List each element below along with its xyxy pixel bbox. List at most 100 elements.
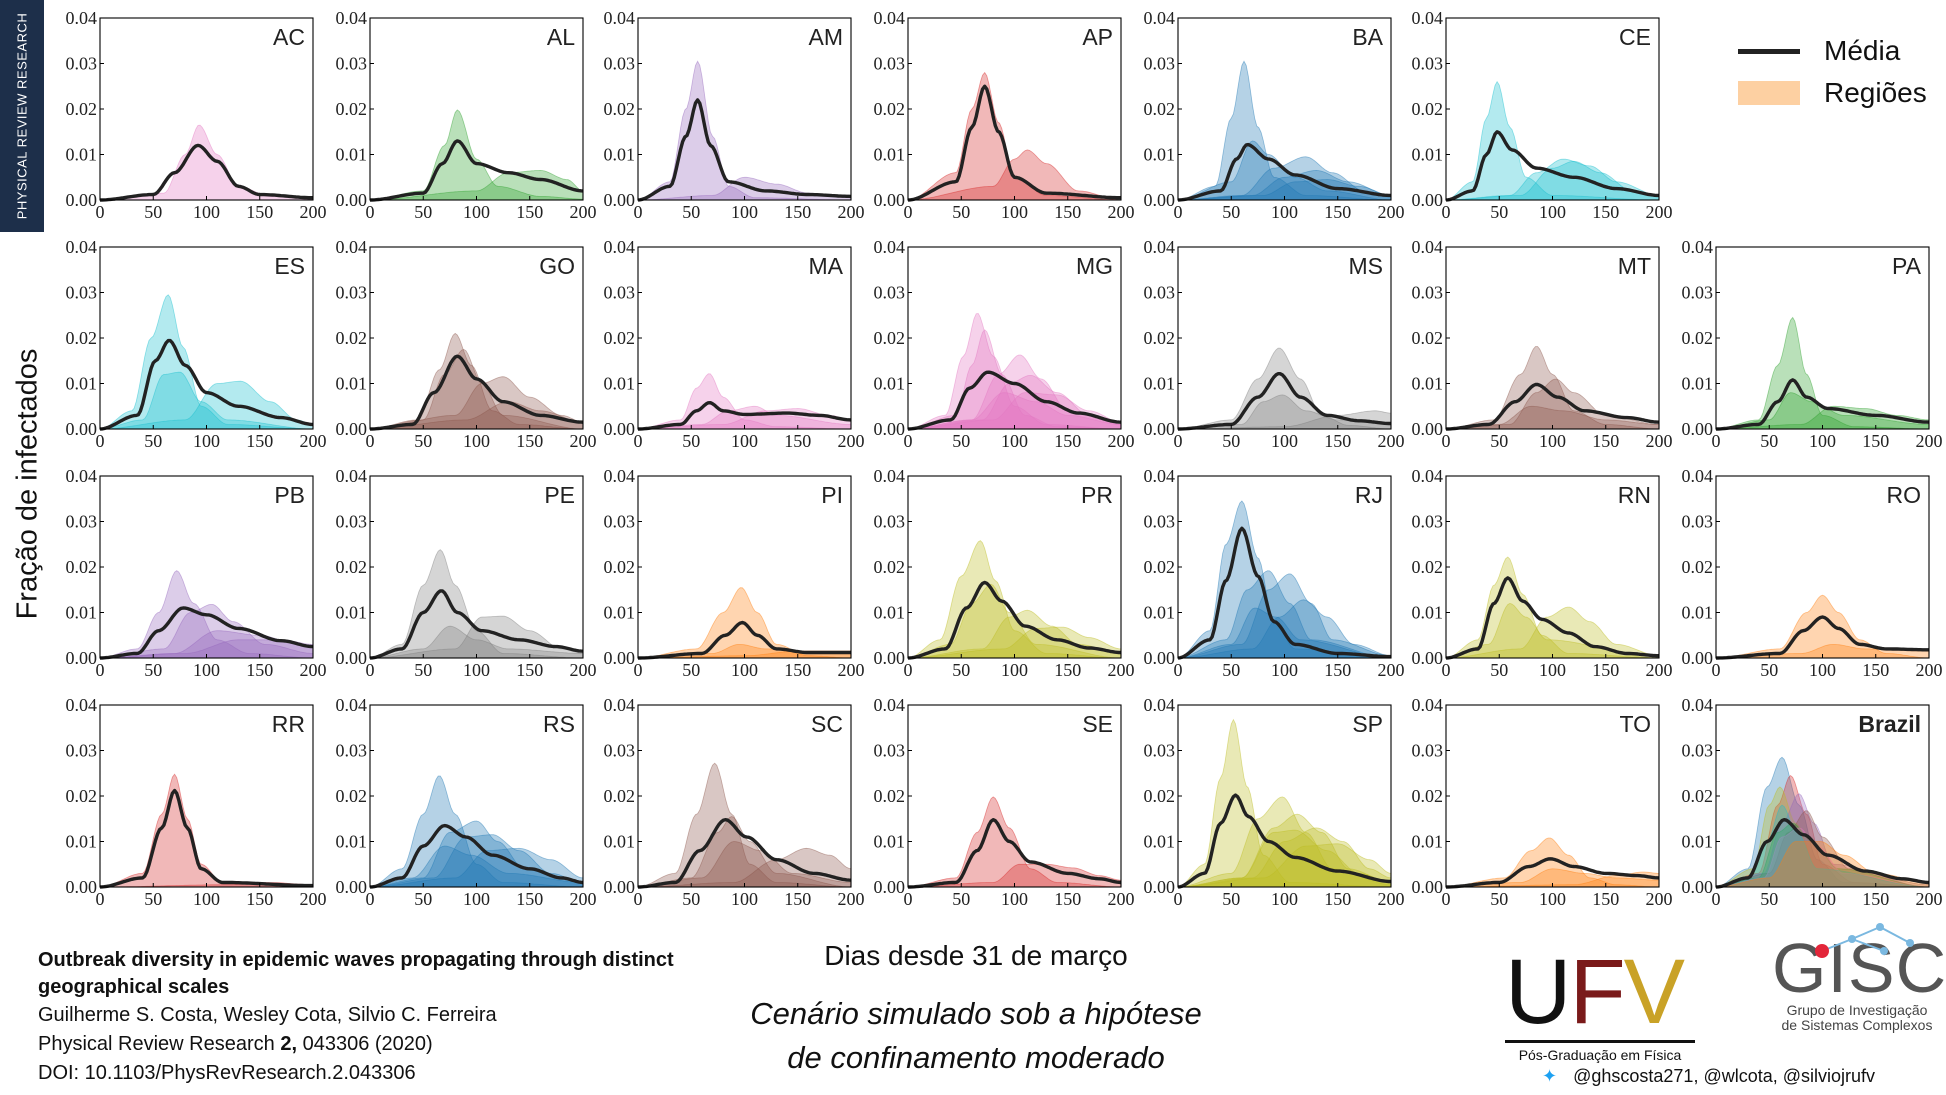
panel-title-PI: PI [821,482,843,508]
region-area-SP-5 [1178,843,1392,888]
y-tick-label: 0.02 [66,99,98,119]
y-tick-label: 0.04 [1144,466,1176,486]
x-tick-label: 200 [570,202,597,222]
panel-GO: 0 50 100 150 200 0.00 0.01 0.02 0.03 0.04 GO [336,237,597,451]
y-tick-label: 0.00 [604,877,636,897]
panel-RJ: 0 50 100 150 200 0.00 0.01 0.02 0.03 0.04 RJ [1144,466,1405,680]
region-area-RJ-2 [1178,573,1392,659]
x-tick-label: 0 [1442,889,1451,909]
panel-PR: 0 50 100 150 200 0.00 0.01 0.02 0.03 0.04 PR [874,466,1135,680]
panel-title-RR: RR [272,711,305,737]
x-tick-label: 200 [838,431,865,451]
y-tick-label: 0.03 [1412,54,1444,74]
panel-title-MT: MT [1618,253,1651,279]
x-tick-label: 100 [1809,431,1836,451]
region-area-BA-3 [1178,169,1392,201]
x-tick-label: 100 [1001,202,1028,222]
panel-title-RO: RO [1887,482,1922,508]
paper-title: Outbreak diversity in epidemic waves pro… [38,949,674,998]
y-tick-label: 0.04 [604,237,636,257]
region-area-PR-2 [908,609,1122,659]
x-tick-label: 50 [682,889,700,909]
x-tick-label: 200 [1916,431,1943,451]
x-tick-label: 150 [246,202,273,222]
x-tick-label: 0 [1174,889,1183,909]
x-tick-label: 0 [904,431,913,451]
x-tick-label: 0 [96,202,105,222]
region-area-AC-0 [100,124,314,201]
y-tick-label: 0.02 [336,328,368,348]
y-tick-label: 0.01 [874,374,906,394]
x-tick-label: 50 [952,889,970,909]
legend-label-mean: Média [1824,35,1901,66]
x-tick-label: 200 [1108,431,1135,451]
y-tick-label: 0.02 [604,328,636,348]
x-tick-label: 200 [1378,431,1405,451]
region-area-TO-0 [1446,837,1659,888]
y-tick-label: 0.04 [336,466,368,486]
y-tick-label: 0.03 [66,512,98,532]
region-area-CE-0 [1445,80,1659,201]
y-tick-label: 0.03 [874,283,906,303]
paper-doi[interactable]: DOI: 10.1103/PhysRevResearch.2.043306 [38,1062,416,1084]
region-area-RJ-3 [1178,599,1392,659]
social-text[interactable]: @ghscosta271, @wlcota, @silviojrufv [1573,1066,1876,1086]
ufv-wordmark: UFV [1505,946,1695,1038]
region-area-PR-0 [907,540,1121,659]
x-tick-label: 50 [952,431,970,451]
mean-line-SC [638,818,852,889]
twitter-icon[interactable]: ✦ [1542,1066,1558,1086]
x-tick-label: 200 [1916,889,1943,909]
x-tick-label: 200 [838,660,865,680]
y-tick-label: 0.03 [874,741,906,761]
y-axis-label: Fração de infectados [11,348,44,620]
y-tick-label: 0.03 [1412,283,1444,303]
x-tick-label: 100 [463,889,490,909]
panel-title-PR: PR [1081,482,1113,508]
y-tick-label: 0.00 [874,419,906,439]
region-area-RS-4 [369,845,584,888]
y-tick-label: 0.01 [1682,603,1714,623]
ufv-logo: UFV Pós-Graduação em Física [1505,946,1695,1063]
x-tick-label: 0 [904,202,913,222]
x-tick-label: 0 [1174,431,1183,451]
y-tick-label: 0.04 [1144,695,1176,715]
panel-CE: 0 50 100 150 200 0.00 0.01 0.02 0.03 0.04 CE [1412,8,1673,222]
panel-title-GO: GO [539,253,575,279]
x-tick-label: 100 [731,431,758,451]
x-tick-label: 200 [1108,660,1135,680]
x-tick-label: 100 [731,660,758,680]
x-tick-label: 0 [1712,660,1721,680]
y-tick-label: 0.01 [604,374,636,394]
x-tick-label: 200 [300,660,327,680]
y-tick-label: 0.00 [336,419,368,439]
x-tick-label: 50 [682,660,700,680]
y-tick-label: 0.03 [1682,512,1714,532]
y-tick-label: 0.03 [336,54,368,74]
mean-line-PR [907,580,1121,660]
y-tick-label: 0.04 [66,466,98,486]
panel-title-RS: RS [543,711,575,737]
panel-SC: 0 50 100 150 200 0.00 0.01 0.02 0.03 0.04 SC [604,695,865,909]
mean-line-BA [1177,142,1391,202]
region-area-SC-2 [638,847,852,888]
x-tick-label: 150 [1592,431,1619,451]
ufv-subtitle: Pós-Graduação em Física [1518,1047,1682,1063]
x-tick-label: 100 [1001,889,1028,909]
y-tick-label: 0.03 [604,741,636,761]
x-tick-label: 50 [682,431,700,451]
x-tick-label: 100 [1001,660,1028,680]
y-tick-label: 0.01 [66,145,98,165]
y-tick-label: 0.02 [1144,99,1176,119]
y-tick-label: 0.00 [604,648,636,668]
x-tick-label: 150 [516,202,543,222]
y-tick-label: 0.04 [1412,466,1444,486]
region-area-GO-0 [369,332,583,430]
y-tick-label: 0.02 [1682,328,1714,348]
y-tick-label: 0.01 [874,603,906,623]
region-area-PE-1 [370,615,584,659]
social-handles: ✦ @ghscosta271, @wlcota, @silviojrufv [1542,1066,1875,1087]
mean-line-ES [99,338,313,431]
x-tick-label: 100 [1539,202,1566,222]
region-area-RN-0 [1445,556,1659,659]
